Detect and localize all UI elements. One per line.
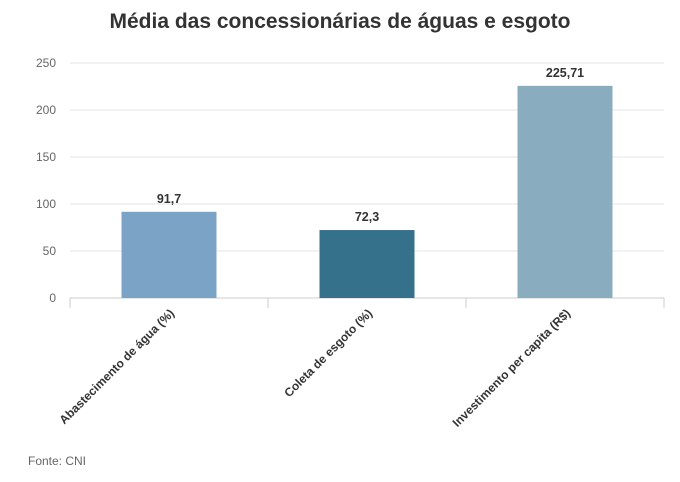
x-tick-label: Coleta de esgoto (%) [281, 306, 375, 400]
y-tick-label: 200 [36, 103, 56, 117]
bar [121, 211, 217, 298]
data-label: 225,71 [546, 66, 584, 80]
y-tick-label: 250 [36, 56, 56, 70]
data-label: 72,3 [355, 210, 379, 224]
y-tick-label: 150 [36, 150, 56, 164]
data-label: 91,7 [157, 192, 181, 206]
bars [121, 85, 613, 298]
y-tick-label: 100 [36, 197, 56, 211]
labels: 0 50 100 150 200 250 91,7 Abastecimento de água… [36, 56, 584, 430]
chart-title: Média das concessionárias de águas e esg… [109, 10, 571, 33]
x-tick-label: Abastecimento de água (%) [56, 306, 177, 427]
bar [319, 230, 415, 298]
y-tick-label: 0 [49, 291, 56, 305]
axes [69, 297, 665, 308]
source-note: Fonte: CNI [28, 454, 87, 468]
x-tick-label: Investimento per capita (R$) [450, 306, 574, 430]
y-tick-label: 50 [43, 244, 57, 258]
bar [517, 85, 613, 298]
